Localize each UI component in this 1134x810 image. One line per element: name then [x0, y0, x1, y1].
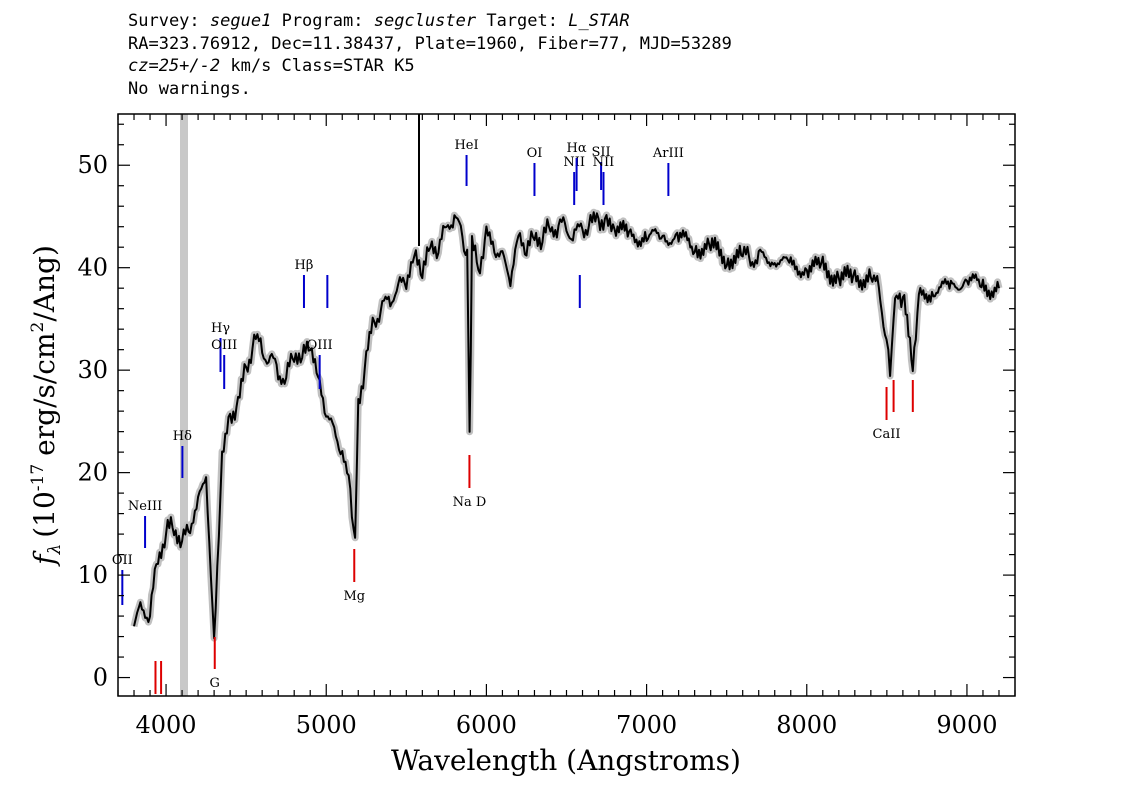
survey-value: segue1: [209, 11, 272, 31]
program-value: segcluster: [373, 11, 477, 31]
spectrum-header: Survey: segue1 Program: segcluster Targe…: [128, 10, 732, 100]
y-tick-label: 30: [77, 356, 108, 384]
y-axis-exponent2: 2: [28, 322, 48, 333]
y-tick-label: 40: [77, 254, 108, 282]
emission-line-label: OIII: [211, 338, 237, 353]
header-line-survey: Survey: segue1 Program: segcluster Targe…: [128, 10, 732, 33]
x-tick-label: 5000: [296, 711, 357, 739]
x-tick-label: 7000: [616, 711, 677, 739]
header-line-redshift: cz=25+/-2 km/s Class=STAR K5: [128, 55, 732, 78]
mask-band: [180, 114, 188, 696]
y-axis-label: fλ(10-17erg/s/cm2/Ang): [28, 245, 65, 567]
program-label: Program:: [281, 11, 364, 31]
plot-frame: [117, 113, 1016, 697]
emission-line-label: NII: [563, 155, 585, 170]
header-line-warnings: No warnings.: [128, 78, 251, 99]
y-axis-unit-rest: erg/s/cm: [28, 332, 61, 455]
target-value: L_STAR: [568, 11, 630, 31]
emission-line-label: Hβ: [295, 258, 314, 273]
redshift-value: cz=25+/-2: [128, 56, 221, 76]
emission-line-label: Hα: [567, 141, 587, 156]
x-tick-label: 4000: [136, 711, 197, 739]
y-tick-label: 20: [77, 459, 108, 487]
emission-line-label: NII: [593, 155, 615, 170]
absorption-line-label: Mg: [343, 589, 365, 604]
y-tick-label: 50: [77, 151, 108, 179]
axis-ticks: 4000 5000 6000 7000 8000 9000 0 10 20 30 40 50: [77, 114, 1016, 739]
y-axis-unit-end: /Ang): [28, 245, 61, 322]
x-tick-label: 9000: [936, 711, 997, 739]
absorption-line-label: CaII: [873, 427, 901, 442]
emission-line-label: ArIII: [652, 146, 684, 161]
survey-label: Survey:: [128, 11, 200, 31]
y-tick-label: 10: [77, 561, 108, 589]
absorption-line-label: G: [210, 676, 220, 691]
target-label: Target:: [486, 11, 558, 31]
header-line-coordinates: RA=323.76912, Dec=11.38437, Plate=1960, …: [128, 33, 732, 54]
x-tick-label: 8000: [776, 711, 837, 739]
emission-line-label: SII: [592, 145, 611, 160]
y-tick-label: 0: [93, 664, 108, 692]
y-axis-exponent: -17: [28, 464, 48, 491]
y-axis-unit: (10: [28, 491, 61, 538]
emission-line-label: OI: [527, 146, 543, 161]
emission-line-label: OIII: [307, 338, 333, 353]
y-axis-subscript: λ: [45, 544, 65, 556]
classification-text: km/s Class=STAR K5: [230, 56, 415, 76]
emission-line-label: OII: [112, 553, 133, 568]
emission-line-label: HeI: [454, 138, 478, 153]
spectrum-line: [133, 211, 1000, 640]
x-axis-label: Wavelength (Angstroms): [391, 744, 741, 777]
absorption-line-label: Na D: [453, 495, 487, 510]
x-tick-label: 6000: [456, 711, 517, 739]
emission-line-label: NeIII: [128, 499, 162, 514]
emission-line-label: Hγ: [211, 321, 230, 336]
emission-line-label: Hδ: [173, 429, 192, 444]
